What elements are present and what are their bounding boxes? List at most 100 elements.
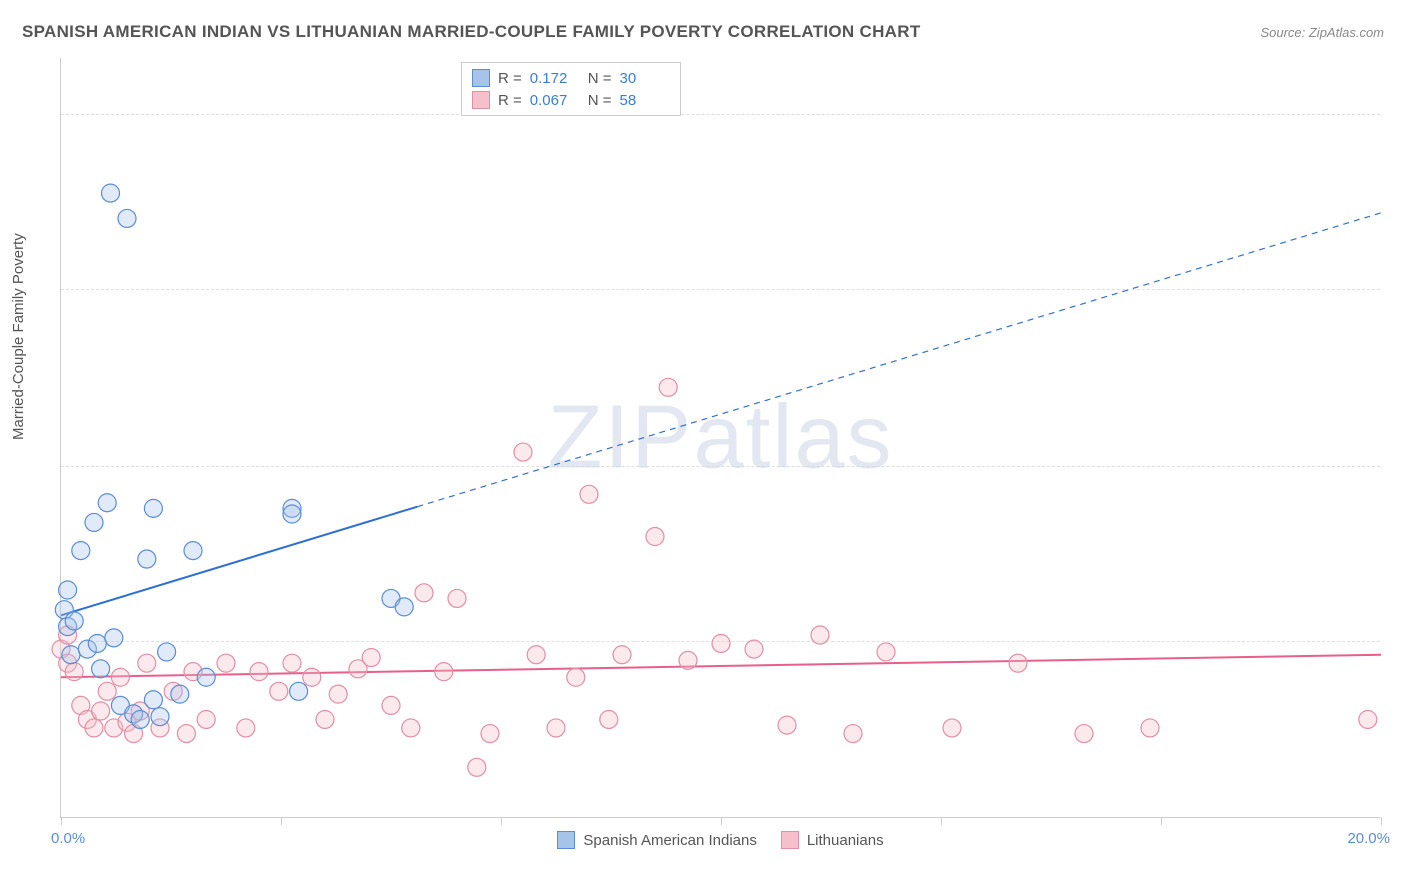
plot-area: ZIPatlas R = 0.172 N = 30 R = 0.067 N = … [60,58,1380,818]
data-point [1009,654,1027,672]
y-tick-label: 12.5% [1390,458,1406,475]
data-point [59,581,77,599]
data-point [514,443,532,461]
n-value-series-2: 58 [620,92,670,109]
data-point [177,725,195,743]
data-point [98,682,116,700]
data-point [811,626,829,644]
data-point [712,634,730,652]
data-point [659,378,677,396]
x-tick [61,817,62,825]
data-point [943,719,961,737]
legend-item-series-1: Spanish American Indians [557,831,756,849]
trend-line-solid [61,507,417,616]
data-point [85,719,103,737]
r-value-series-2: 0.067 [530,92,580,109]
data-point [527,646,545,664]
data-point [402,719,420,737]
data-point [105,629,123,647]
data-point [144,499,162,517]
r-label: R = [498,70,522,87]
data-point [600,710,618,728]
data-point [88,634,106,652]
data-point [158,643,176,661]
n-label: N = [588,92,612,109]
data-point [778,716,796,734]
data-point [316,710,334,728]
data-point [844,725,862,743]
data-point [92,660,110,678]
data-point [92,702,110,720]
correlation-chart: SPANISH AMERICAN INDIAN VS LITHUANIAN MA… [0,0,1406,892]
data-point [144,691,162,709]
y-tick-label: 18.8% [1390,280,1406,297]
y-tick-label: 25.0% [1390,106,1406,123]
data-point [468,758,486,776]
stats-row-series-2: R = 0.067 N = 58 [472,89,670,111]
data-point [98,494,116,512]
data-point [613,646,631,664]
x-tick [1161,817,1162,825]
data-point [362,649,380,667]
data-point [303,668,321,686]
data-point [435,663,453,681]
data-point [171,685,189,703]
data-point [646,528,664,546]
data-point [237,719,255,737]
data-point [197,710,215,728]
r-label: R = [498,92,522,109]
data-point [382,696,400,714]
data-point [1359,710,1377,728]
x-tick [501,817,502,825]
data-point [1141,719,1159,737]
x-tick [281,817,282,825]
data-point [270,682,288,700]
data-point [415,584,433,602]
data-point [448,589,466,607]
data-point [111,668,129,686]
data-point [877,643,895,661]
data-point [85,513,103,531]
data-point [118,209,136,227]
data-point [197,668,215,686]
data-point [547,719,565,737]
data-point [131,710,149,728]
legend-item-series-2: Lithuanians [781,831,884,849]
x-tick [721,817,722,825]
swatch-series-1 [472,69,490,87]
data-point [395,598,413,616]
data-point [72,542,90,560]
x-tick [941,817,942,825]
legend-label-series-1: Spanish American Indians [583,832,756,849]
plot-svg [61,58,1380,817]
data-point [329,685,347,703]
data-point [679,651,697,669]
legend-swatch-series-2 [781,831,799,849]
r-value-series-1: 0.172 [530,70,580,87]
x-tick [1381,817,1382,825]
source-attribution: Source: ZipAtlas.com [1260,25,1384,40]
data-point [62,646,80,664]
data-point [745,640,763,658]
data-point [102,184,120,202]
n-value-series-1: 30 [620,70,670,87]
data-point [481,725,499,743]
data-point [250,663,268,681]
title-bar: SPANISH AMERICAN INDIAN VS LITHUANIAN MA… [22,22,1384,42]
stats-row-series-1: R = 0.172 N = 30 [472,67,670,89]
data-point [138,550,156,568]
data-point [151,708,169,726]
data-point [217,654,235,672]
trend-line-dashed [417,213,1381,507]
y-tick-label: 6.3% [1390,632,1406,649]
data-point [184,542,202,560]
y-axis-label: Married-Couple Family Poverty [10,233,27,440]
data-point [580,485,598,503]
data-point [283,505,301,523]
stats-legend-box: R = 0.172 N = 30 R = 0.067 N = 58 [461,62,681,116]
swatch-series-2 [472,91,490,109]
data-point [1075,725,1093,743]
bottom-legend: Spanish American Indians Lithuanians [61,831,1380,849]
chart-title: SPANISH AMERICAN INDIAN VS LITHUANIAN MA… [22,22,921,42]
legend-swatch-series-1 [557,831,575,849]
